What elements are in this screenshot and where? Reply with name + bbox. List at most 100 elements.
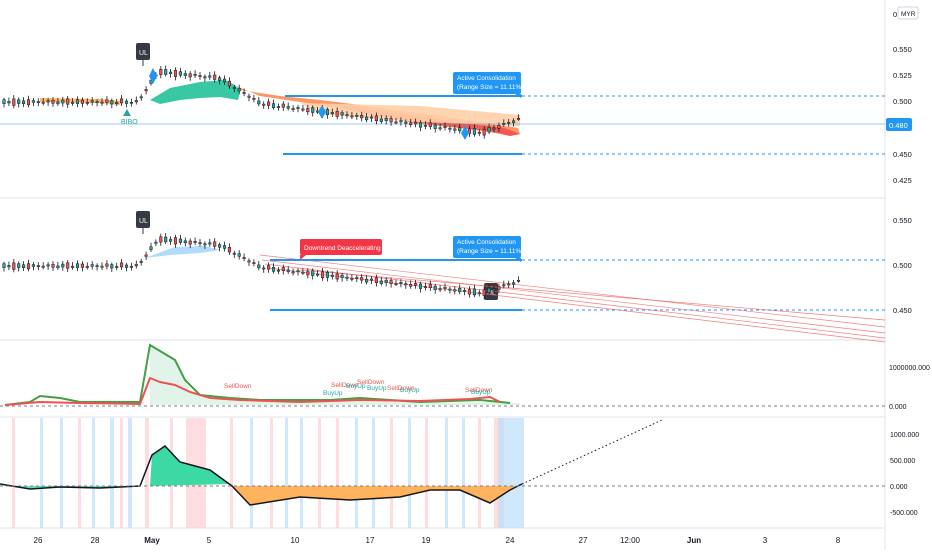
candle-body[interactable]: [467, 128, 472, 134]
current-price-label[interactable]: 0.480: [889, 121, 908, 130]
ul-label[interactable]: UL: [139, 218, 148, 225]
signal-band[interactable]: [250, 418, 253, 528]
consolidation-line1[interactable]: Active Consolidation: [457, 75, 516, 82]
candle-body[interactable]: [311, 270, 315, 276]
candle-body[interactable]: [271, 103, 276, 108]
candle-body[interactable]: [453, 128, 457, 131]
fan-line[interactable]: [264, 263, 886, 339]
candle-body[interactable]: [472, 128, 476, 135]
candle-body[interactable]: [178, 238, 182, 243]
ul-label[interactable]: UL: [487, 290, 496, 297]
callout-tail[interactable]: [515, 258, 521, 262]
candle-body[interactable]: [360, 277, 364, 281]
callout-tail[interactable]: [300, 255, 306, 260]
signal-label[interactable]: SellDown: [224, 383, 252, 390]
candle-body[interactable]: [95, 265, 99, 268]
oscillator-negative[interactable]: [232, 486, 520, 505]
callout-tail[interactable]: [515, 94, 521, 98]
candle-body[interactable]: [497, 125, 501, 129]
candle-body[interactable]: [252, 97, 256, 100]
candle-body[interactable]: [85, 102, 89, 104]
candle-body[interactable]: [276, 106, 280, 108]
candle-body[interactable]: [232, 252, 236, 255]
candle-body[interactable]: [433, 124, 437, 129]
candle-body[interactable]: [12, 98, 16, 106]
signal-band[interactable]: [355, 418, 358, 528]
candle-body[interactable]: [502, 284, 506, 287]
candle-body[interactable]: [56, 101, 60, 105]
candle-body[interactable]: [281, 103, 285, 108]
candle-body[interactable]: [51, 263, 55, 268]
candle-body[interactable]: [345, 114, 349, 117]
candle-body[interactable]: [193, 73, 197, 76]
candle-body[interactable]: [208, 75, 212, 78]
candle-body[interactable]: [31, 264, 35, 267]
candle-body[interactable]: [22, 100, 26, 104]
candle-body[interactable]: [458, 288, 462, 292]
consolidation-callout[interactable]: [453, 72, 521, 94]
signal-band[interactable]: [408, 418, 411, 528]
candle-body[interactable]: [350, 277, 354, 280]
ul-label[interactable]: UL: [139, 50, 148, 57]
candle-body[interactable]: [169, 239, 173, 242]
candle-body[interactable]: [301, 108, 305, 111]
candle-body[interactable]: [41, 101, 45, 104]
candle-body[interactable]: [232, 87, 236, 89]
candle-body[interactable]: [80, 99, 84, 104]
candle-body[interactable]: [335, 273, 339, 280]
signal-band[interactable]: [390, 418, 393, 528]
candle-body[interactable]: [90, 264, 94, 267]
currency-label[interactable]: MYR: [901, 11, 916, 18]
candle-body[interactable]: [340, 274, 344, 278]
candle-body[interactable]: [71, 265, 75, 268]
candle-body[interactable]: [330, 112, 334, 115]
candle-body[interactable]: [399, 120, 403, 123]
candle-body[interactable]: [311, 107, 315, 113]
candle-body[interactable]: [443, 286, 447, 289]
ul-badge[interactable]: [136, 43, 150, 60]
candle-body[interactable]: [203, 76, 207, 79]
candle-body[interactable]: [237, 253, 241, 257]
candle-body[interactable]: [316, 273, 320, 276]
candle-body[interactable]: [22, 264, 26, 268]
candle-body[interactable]: [428, 283, 432, 289]
candle-body[interactable]: [365, 116, 369, 121]
candle-body[interactable]: [110, 264, 114, 269]
candle-body[interactable]: [227, 80, 231, 87]
signal-band[interactable]: [478, 418, 481, 528]
candle-body[interactable]: [267, 265, 271, 270]
candle-body[interactable]: [453, 289, 457, 292]
candle-body[interactable]: [124, 264, 129, 268]
candle-body[interactable]: [374, 277, 378, 284]
signal-diamond[interactable]: [149, 68, 157, 84]
candle-body[interactable]: [384, 279, 388, 283]
candle-body[interactable]: [71, 101, 75, 104]
oscillator-positive[interactable]: [150, 446, 230, 486]
candle-body[interactable]: [218, 244, 222, 248]
candle-body[interactable]: [164, 69, 168, 75]
fan-line[interactable]: [299, 269, 886, 321]
candle-body[interactable]: [267, 101, 271, 106]
signal-label[interactable]: BuyUp: [400, 387, 420, 394]
candle-body[interactable]: [12, 262, 16, 270]
candle-body[interactable]: [448, 288, 452, 291]
candle-body[interactable]: [242, 257, 246, 259]
volume-area[interactable]: [150, 345, 520, 405]
candle-body[interactable]: [404, 121, 408, 124]
candle-body[interactable]: [139, 96, 143, 99]
candle-body[interactable]: [516, 118, 521, 120]
candle-body[interactable]: [423, 124, 427, 127]
signal-band[interactable]: [92, 418, 95, 528]
volume-line-green[interactable]: [4, 343, 511, 406]
signal-band[interactable]: [145, 418, 149, 528]
candle-body[interactable]: [218, 77, 222, 81]
candle-body[interactable]: [414, 121, 418, 125]
candle-body[interactable]: [492, 288, 496, 291]
candle-body[interactable]: [443, 125, 447, 128]
candle-body[interactable]: [26, 99, 31, 106]
candle-body[interactable]: [178, 71, 182, 76]
candle-body[interactable]: [188, 73, 192, 78]
candle-body[interactable]: [418, 122, 423, 128]
candle-body[interactable]: [144, 254, 148, 257]
candle-body[interactable]: [144, 89, 148, 92]
